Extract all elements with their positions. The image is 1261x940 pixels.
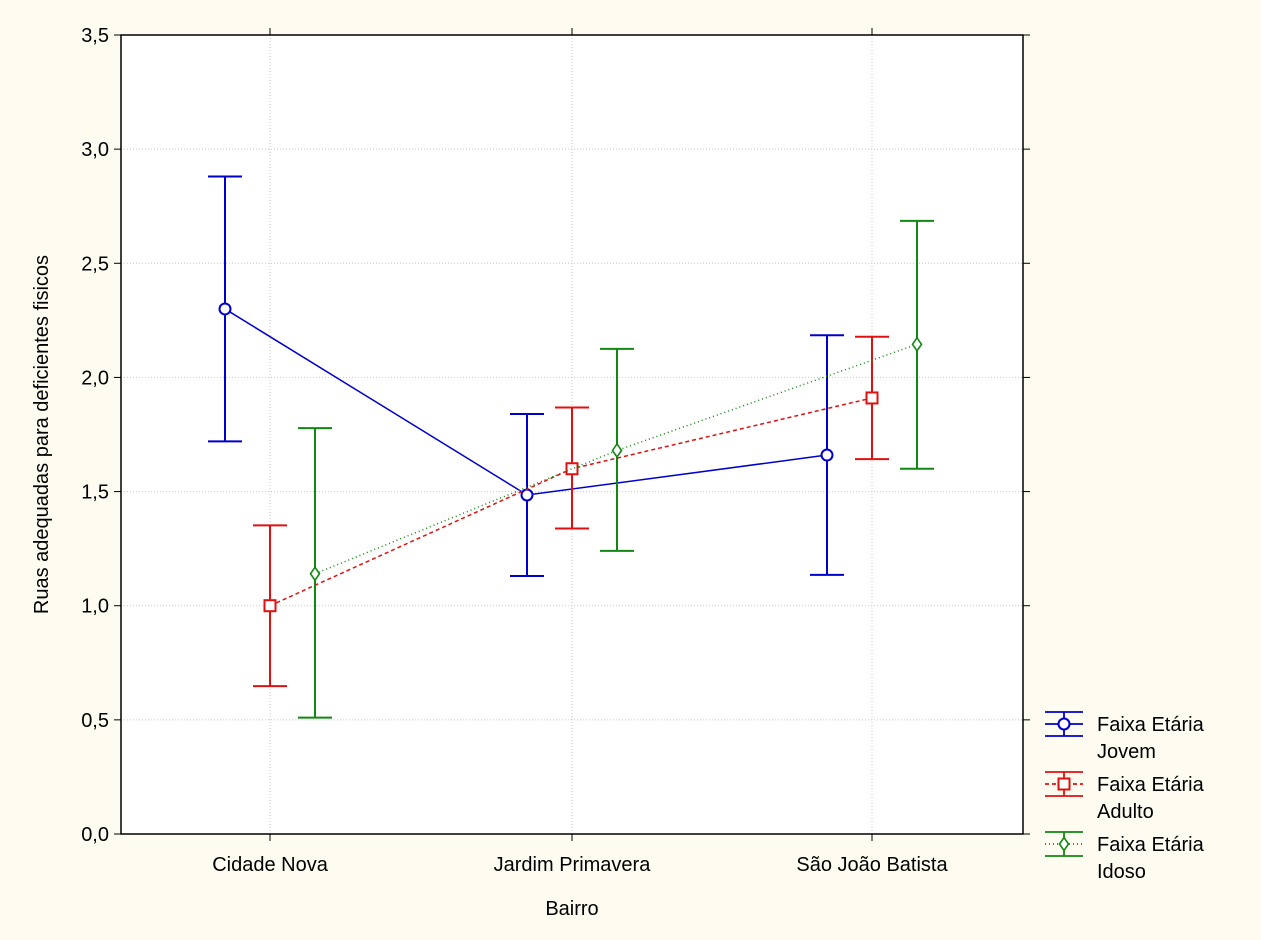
x-tick-label: São João Batista	[796, 854, 948, 876]
y-tick-label: 2,5	[81, 253, 109, 275]
legend-marker	[1057, 777, 1071, 791]
data-point	[565, 462, 579, 476]
x-tick-label: Cidade Nova	[212, 854, 329, 876]
data-point	[911, 336, 923, 353]
data-point	[218, 302, 232, 316]
legend-label: Faixa Etária	[1097, 834, 1205, 856]
y-tick-label: 0,5	[81, 710, 109, 732]
plot-frame	[120, 34, 1024, 835]
axes: 0,0 0,5 1,0 1,5 2,0 2,5 3,0 3,5 Cidade Nova Jardi…	[31, 25, 1030, 920]
y-axis-label: Ruas adequadas para deficientes fisicos	[31, 255, 53, 614]
legend-marker	[1058, 836, 1070, 852]
data-point	[263, 599, 277, 613]
legend-label: Jovem	[1097, 741, 1156, 763]
legend-item-idoso: Faixa Etária Idoso	[1045, 831, 1205, 883]
series-adulto	[253, 335, 889, 688]
series-idoso	[298, 219, 934, 719]
legend-label: Idoso	[1097, 861, 1146, 883]
series-line	[314, 343, 918, 575]
data-point	[309, 565, 321, 582]
data-point	[520, 488, 534, 502]
legend-label: Faixa Etária	[1097, 714, 1205, 736]
legend-item-adulto: Faixa Etária Adulto	[1045, 771, 1205, 823]
data-point	[865, 391, 879, 405]
y-tick-label: 1,5	[81, 482, 109, 504]
legend-label: Adulto	[1097, 801, 1154, 823]
y-tick-label: 3,0	[81, 139, 109, 161]
x-tick-label: Jardim Primavera	[494, 854, 652, 876]
x-axis-label: Bairro	[545, 898, 598, 920]
data-point	[611, 442, 623, 459]
y-tick-label: 3,5	[81, 25, 109, 47]
y-tick-label: 0,0	[81, 824, 109, 846]
y-tick-label: 1,0	[81, 596, 109, 618]
series-jovem	[208, 175, 844, 578]
legend-marker	[1057, 717, 1071, 731]
data-point	[820, 448, 834, 462]
y-tick-label: 2,0	[81, 367, 109, 389]
legend-item-jovem: Faixa Etária Jovem	[1045, 711, 1205, 763]
legend-label: Faixa Etária	[1097, 774, 1205, 796]
series-layer	[208, 175, 934, 719]
